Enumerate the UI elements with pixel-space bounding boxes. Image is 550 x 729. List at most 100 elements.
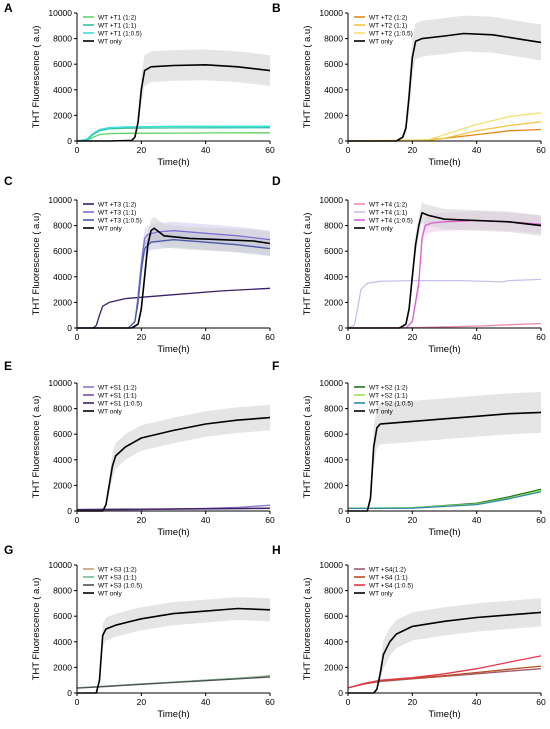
- x-axis-label: Time(h): [428, 527, 460, 538]
- y-tick-label: 4000: [53, 637, 72, 647]
- chart-panel-d: D 0 2000 4000 6000 8000 10000 0 20 40 60 Time(h) THT…: [272, 174, 546, 355]
- y-tick-label: 0: [67, 688, 72, 698]
- y-tick-label: 10000: [319, 378, 343, 388]
- x-tick-label: 60: [536, 145, 546, 155]
- legend-label: WT only: [369, 225, 393, 232]
- y-tick-label: 8000: [53, 34, 72, 44]
- y-tick-label: 0: [338, 323, 343, 333]
- series-line: [77, 239, 271, 329]
- y-axis-label: THT Fluorescence ( a.u): [302, 578, 313, 681]
- y-tick-label: 2000: [324, 480, 343, 490]
- x-tick-label: 20: [137, 145, 147, 155]
- x-tick-label: 20: [137, 515, 147, 525]
- x-tick-label: 40: [201, 145, 211, 155]
- error-band: [348, 202, 541, 328]
- legend-label: WT +T1 (1:0.5): [98, 30, 142, 37]
- y-tick-label: 0: [338, 136, 343, 146]
- x-tick-label: 40: [201, 515, 211, 525]
- legend-label: WT +S3 (1:1): [98, 574, 137, 581]
- x-tick-label: 40: [472, 145, 482, 155]
- x-tick-label: 20: [408, 332, 418, 342]
- legend-label: WT +S2 (1:1): [369, 392, 408, 399]
- legend: WT +T1 (1:2)WT +T1 (1:1)WT +T1 (1:0.5)WT…: [83, 14, 142, 45]
- panel-label: F: [272, 359, 279, 373]
- chart-panel-e: E 0 2000 4000 6000 8000 10000 0 20 40 60 Time(h) THT…: [4, 359, 275, 538]
- x-tick-label: 60: [265, 332, 275, 342]
- y-tick-label: 6000: [53, 611, 72, 621]
- series-line: [347, 491, 542, 510]
- legend-label: WT only: [98, 408, 122, 415]
- error-band: [77, 597, 270, 693]
- x-axis-label: Time(h): [157, 527, 189, 538]
- y-tick-label: 8000: [324, 404, 343, 414]
- chart-panel-f: F 0 2000 4000 6000 8000 10000 0 20 40 60 Time(h) THT…: [272, 359, 546, 538]
- panel-label: D: [272, 174, 281, 188]
- legend-label: WT only: [98, 225, 122, 232]
- y-tick-label: 8000: [53, 221, 72, 231]
- y-tick-label: 0: [67, 506, 72, 516]
- legend-label: WT +T4 (1:0.5): [369, 217, 413, 224]
- legend-label: WT +T2 (1:2): [369, 14, 407, 21]
- error-band: [77, 216, 270, 328]
- y-tick-label: 10000: [319, 560, 343, 570]
- legend: WT +T3 (1:2)WT +T3 (1:1)WT +T3 (1:0.5)WT…: [83, 201, 142, 232]
- legend-label: WT +T3 (1:2): [98, 201, 136, 208]
- legend-label: WT +T2 (1:0.5): [369, 30, 413, 37]
- y-tick-label: 8000: [53, 404, 72, 414]
- y-tick-label: 6000: [53, 246, 72, 256]
- chart-panel-a: A 0 2000 4000 6000 8000 10000 0 20 40 60 Time(h) THT…: [4, 1, 275, 168]
- legend-label: WT +T4 (1:1): [369, 209, 407, 216]
- y-tick-label: 2000: [324, 110, 343, 120]
- x-tick-label: 40: [472, 515, 482, 525]
- x-tick-label: 40: [472, 332, 482, 342]
- legend: WT +S3 (1:2)WT +S3 (1:1)WT +S3 (1:0.5)WT…: [83, 566, 142, 597]
- y-tick-label: 2000: [53, 480, 72, 490]
- error-band: [348, 15, 541, 142]
- series-line: [347, 121, 542, 142]
- y-axis-label: THT Fluorescence ( a.u): [31, 213, 42, 316]
- x-tick-label: 40: [201, 697, 211, 707]
- series-line: [347, 489, 542, 510]
- y-axis-label: THT Fluorescence ( a.u): [31, 26, 42, 129]
- y-axis-label: THT Fluorescence ( a.u): [302, 213, 313, 316]
- error-band: [77, 404, 270, 511]
- legend-label: WT +S3 (1:2): [98, 566, 137, 573]
- y-tick-label: 0: [338, 506, 343, 516]
- x-tick-label: 0: [75, 697, 80, 707]
- y-tick-label: 8000: [324, 586, 343, 596]
- x-tick-label: 20: [137, 332, 147, 342]
- y-tick-label: 8000: [324, 221, 343, 231]
- legend-label: WT +S1 (1:2): [98, 384, 137, 391]
- y-tick-label: 2000: [53, 662, 72, 672]
- x-tick-label: 0: [346, 332, 351, 342]
- legend-label: WT +T1 (1:1): [98, 22, 136, 29]
- y-tick-label: 4000: [324, 85, 343, 95]
- y-tick-label: 6000: [324, 429, 343, 439]
- legend-label: WT +S4 (1:1): [369, 574, 408, 581]
- y-axis-label: THT Fluorescence ( a.u): [31, 578, 42, 681]
- legend: WT +T2 (1:2)WT +T2 (1:1)WT +T2 (1:0.5)WT…: [354, 14, 413, 45]
- legend-label: WT +S4(1:2): [369, 566, 406, 573]
- y-tick-label: 2000: [324, 662, 343, 672]
- series-line: [76, 132, 271, 142]
- y-tick-label: 10000: [319, 195, 343, 205]
- legend-label: WT +S2 (1:2): [369, 384, 408, 391]
- y-tick-label: 4000: [324, 455, 343, 465]
- chart-panel-h: H 0 2000 4000 6000 8000 10000 0 20 40 60 Time(h) THT…: [272, 543, 546, 720]
- x-axis-label: Time(h): [428, 344, 460, 355]
- legend-label: WT only: [369, 590, 393, 597]
- series-line: [348, 212, 542, 329]
- x-tick-label: 60: [536, 697, 546, 707]
- legend: WT +T4 (1:2)WT +T4 (1:1)WT +T4 (1:0.5)WT…: [354, 201, 413, 232]
- panel-label: H: [272, 543, 281, 557]
- x-axis-label: Time(h): [157, 344, 189, 355]
- series-line: [76, 125, 270, 142]
- y-tick-label: 8000: [53, 586, 72, 596]
- legend-label: WT +T1 (1:2): [98, 14, 136, 21]
- x-tick-label: 20: [137, 697, 147, 707]
- legend-label: WT +S4 (1:0.5): [369, 582, 413, 589]
- series-line: [77, 287, 271, 329]
- legend-label: WT only: [369, 408, 393, 415]
- y-tick-label: 10000: [48, 560, 72, 570]
